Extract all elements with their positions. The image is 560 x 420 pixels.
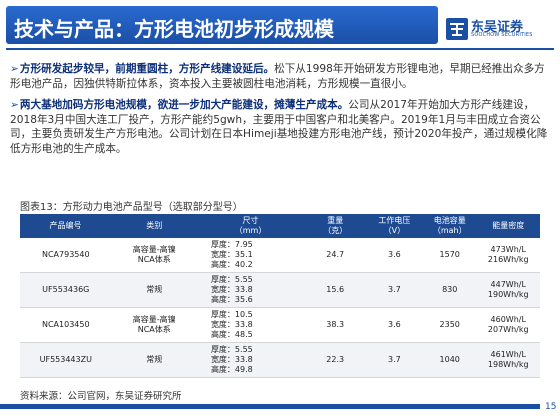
title-banner: 技术与产品：方形电池初步形成规模 — [6, 6, 438, 44]
cell-density: 447Wh/L 190Wh/kg — [476, 272, 540, 308]
paragraph-lead: 两大基地加码方形电池规模，欲进一步加大产能建设，摊薄生产成本。 — [19, 99, 349, 111]
cell-voltage: 3.6 — [366, 238, 423, 273]
cell-voltage: 3.7 — [366, 342, 423, 378]
col-header-voltage: 工作电压 （V） — [366, 214, 423, 238]
logo-subtitle: SOOCHOW SECURITIES — [471, 32, 533, 38]
cell-category: 高容量-高镍 NCA体系 — [111, 307, 197, 343]
cell-category: 常规 — [111, 272, 197, 308]
table-row: UF553443ZU 常规 厚度：5.55 宽度：33.8 高度：49.8 22.3… — [20, 342, 540, 378]
logo-name: 东吴证券 — [471, 20, 524, 35]
cell-size: 厚度：5.55 宽度：33.8 高度：35.6 — [196, 272, 305, 308]
cell-weight: 15.6 — [304, 272, 367, 308]
footer-bar — [0, 404, 540, 409]
paragraph-body: 公司从2017年开始加大方形产线建设，2018年3月中国大连工厂投产，方形产能约… — [10, 99, 548, 155]
cell-model: NCA793540 — [20, 238, 112, 273]
table-caption: 图表13：方形动力电池产品型号（选取部分型号） — [20, 202, 243, 213]
cell-model: UF553443ZU — [20, 342, 112, 378]
paragraph-body: 松下从1998年开始研发方形锂电池，早期已经推出众多方形电池产品，因独供特斯拉体… — [10, 63, 545, 90]
table-row: NCA103450 高容量-高镍 NCA体系 厚度：10.5 宽度：33.8 高度：4… — [20, 307, 540, 343]
cell-voltage: 3.6 — [366, 307, 423, 343]
cell-weight: 38.3 — [304, 307, 367, 343]
paragraph-2: ➢两大基地加码方形电池规模，欲进一步加大产能建设，摊薄生产成本。公司从2017年… — [10, 98, 550, 156]
col-header-weight: 重量 （克） — [304, 214, 367, 238]
cell-density: 460Wh/L 207Wh/kg — [476, 307, 540, 343]
page-title: 技术与产品：方形电池初步形成规模 — [14, 17, 334, 41]
header-divider — [6, 48, 554, 50]
col-header-density: 能量密度 — [476, 214, 540, 238]
cell-category: 高容量-高镍 NCA体系 — [111, 238, 197, 273]
col-header-size: 尺寸 （mm） — [196, 214, 305, 238]
cell-capacity: 1040 — [422, 342, 477, 378]
logo-mark-icon — [446, 18, 468, 40]
cell-capacity: 2350 — [422, 307, 477, 343]
cell-category: 常规 — [111, 342, 197, 378]
battery-model-table: 产品编号 类别 尺寸 （mm） 重量 （克） 工作电压 （V） 电池容量 （mah） 能… — [20, 214, 540, 378]
col-header-category: 类别 — [111, 214, 198, 238]
cell-density: 461Wh/L 198Wh/kg — [476, 342, 540, 378]
cell-size: 厚度：5.55 宽度：33.8 高度：49.8 — [196, 342, 305, 378]
cell-capacity: 1570 — [422, 238, 477, 273]
page-number: 15 — [545, 402, 557, 412]
brand-logo: 东吴证券 SOOCHOW SECURITIES — [446, 16, 556, 44]
cell-model: UF553436G — [20, 272, 112, 308]
col-header-capacity: 电池容量 （mah） — [422, 214, 478, 238]
cell-model: NCA103450 — [20, 307, 112, 343]
bullet-arrow-icon: ➢ — [10, 99, 19, 111]
cell-capacity: 830 — [422, 272, 477, 308]
paragraph-lead: 方形研发起步较早，前期重圆柱，方形产线建设延后。 — [19, 63, 275, 75]
table-header-row: 产品编号 类别 尺寸 （mm） 重量 （克） 工作电压 （V） 电池容量 （mah） 能… — [20, 214, 540, 238]
cell-density: 473Wh/L 216Wh/kg — [476, 238, 540, 273]
cell-weight: 24.7 — [304, 238, 367, 273]
table-row: UF553436G 常规 厚度：5.55 宽度：33.8 高度：35.6 15.6 … — [20, 272, 540, 308]
cell-weight: 22.3 — [304, 342, 367, 378]
bullet-arrow-icon: ➢ — [10, 63, 19, 75]
paragraph-1: ➢方形研发起步较早，前期重圆柱，方形产线建设延后。松下从1998年开始研发方形锂… — [10, 62, 550, 91]
source-note: 资料来源：公司官网，东吴证券研究所 — [20, 391, 182, 402]
col-header-model: 产品编号 — [20, 214, 113, 238]
cell-voltage: 3.7 — [366, 272, 423, 308]
cell-size: 厚度：10.5 宽度：33.8 高度：48.5 — [196, 307, 305, 343]
table-row: NCA793540 高容量-高镍 NCA体系 厚度：7.95 宽度：35.1 高度：4… — [20, 238, 540, 273]
cell-size: 厚度：7.95 宽度：35.1 高度：40.2 — [196, 238, 305, 273]
